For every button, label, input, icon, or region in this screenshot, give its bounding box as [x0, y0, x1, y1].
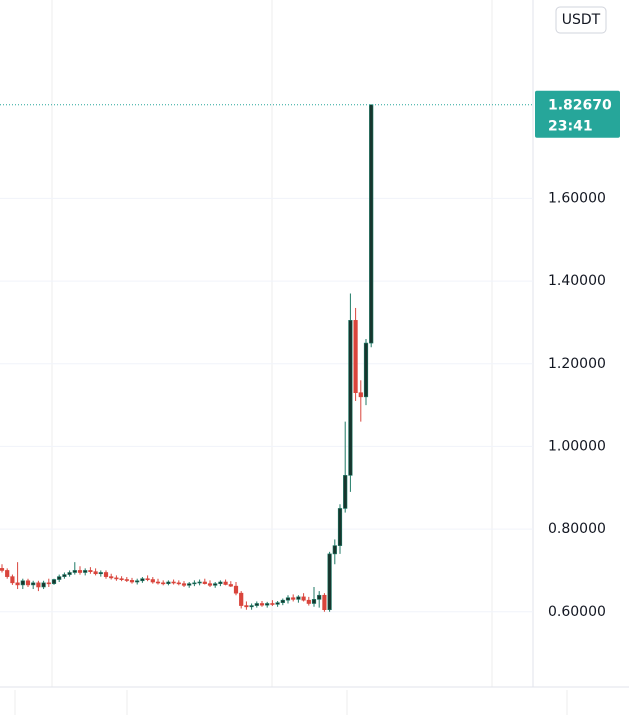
candle-body	[31, 582, 36, 586]
candle-body	[311, 599, 317, 604]
candle-body	[285, 597, 291, 601]
y-tick-label: 0.80000	[548, 521, 606, 537]
candle-body	[254, 603, 259, 606]
currency-label[interactable]: USDT	[562, 12, 601, 28]
y-tick-label: 1.00000	[548, 438, 606, 454]
candle-body	[51, 579, 57, 584]
candle-body	[343, 475, 348, 509]
y-tick-label: 1.60000	[548, 190, 606, 206]
candle-body	[67, 572, 72, 575]
candle-body	[0, 568, 5, 571]
candle-body	[93, 571, 98, 575]
candle-body	[223, 581, 228, 585]
candle-body	[218, 581, 223, 584]
candle-body	[36, 582, 41, 588]
candle-body	[192, 582, 197, 585]
candle-body	[83, 570, 88, 573]
candle-body	[259, 603, 265, 606]
candle-body	[72, 570, 77, 573]
candle-body	[301, 596, 306, 601]
candle-body	[98, 572, 103, 575]
candle-body	[187, 583, 192, 586]
candle-body	[265, 603, 270, 606]
candle-body	[275, 602, 280, 605]
candle-body	[145, 578, 150, 581]
candle-body	[5, 570, 10, 577]
candle-body	[244, 605, 249, 608]
candle-body	[62, 574, 67, 577]
candle-body	[20, 580, 25, 586]
candle-body	[369, 104, 374, 344]
y-tick-label: 1.40000	[548, 273, 606, 289]
candle-body	[124, 579, 129, 581]
candle-body	[15, 582, 20, 586]
candle-body	[46, 582, 51, 585]
candle-body	[41, 582, 46, 588]
candle-body	[197, 581, 202, 584]
candle-body	[140, 578, 145, 582]
candle-body	[161, 582, 166, 585]
candle-body	[88, 570, 93, 572]
last-price-box	[535, 90, 620, 138]
candle-body	[171, 581, 176, 584]
candle-body	[317, 594, 322, 600]
candle-body	[207, 583, 213, 586]
candle-body	[57, 576, 62, 580]
candle-body	[306, 599, 311, 604]
candle-body	[181, 583, 187, 586]
last-price-label: 1.82670	[548, 98, 612, 114]
currency-button[interactable]	[555, 6, 607, 34]
candle-body	[114, 577, 119, 580]
candle-body	[228, 584, 233, 587]
candle-body	[150, 579, 155, 583]
candle-body	[129, 580, 135, 583]
candle-body	[155, 581, 161, 584]
candle-body	[322, 594, 327, 611]
candle-body	[166, 581, 171, 584]
candle-body	[270, 603, 275, 605]
candle-body	[176, 582, 181, 585]
candle-body	[296, 596, 301, 600]
candle-body	[280, 599, 285, 603]
candle-body	[332, 545, 337, 555]
candle-body	[363, 342, 369, 398]
candle-body	[249, 605, 254, 608]
candle-body	[353, 320, 358, 393]
candle-body	[337, 508, 343, 546]
candle-body	[103, 572, 109, 577]
candle-body	[202, 581, 207, 584]
y-tick-label: 1.20000	[548, 356, 606, 372]
candle-body	[348, 320, 353, 476]
countdown: 23:41	[548, 119, 593, 135]
candle-body	[135, 580, 140, 583]
candle-body	[77, 570, 83, 573]
candle-body	[327, 553, 332, 611]
candle-body	[358, 392, 363, 398]
candle-body	[109, 576, 114, 579]
candle-body	[233, 585, 239, 594]
candle-body	[119, 578, 124, 581]
y-tick-label: 0.60000	[548, 604, 606, 620]
candle-body	[291, 597, 296, 600]
candle-body	[10, 576, 15, 584]
candle-body	[239, 592, 244, 606]
candle-body	[25, 580, 31, 586]
candle-body	[213, 583, 218, 586]
